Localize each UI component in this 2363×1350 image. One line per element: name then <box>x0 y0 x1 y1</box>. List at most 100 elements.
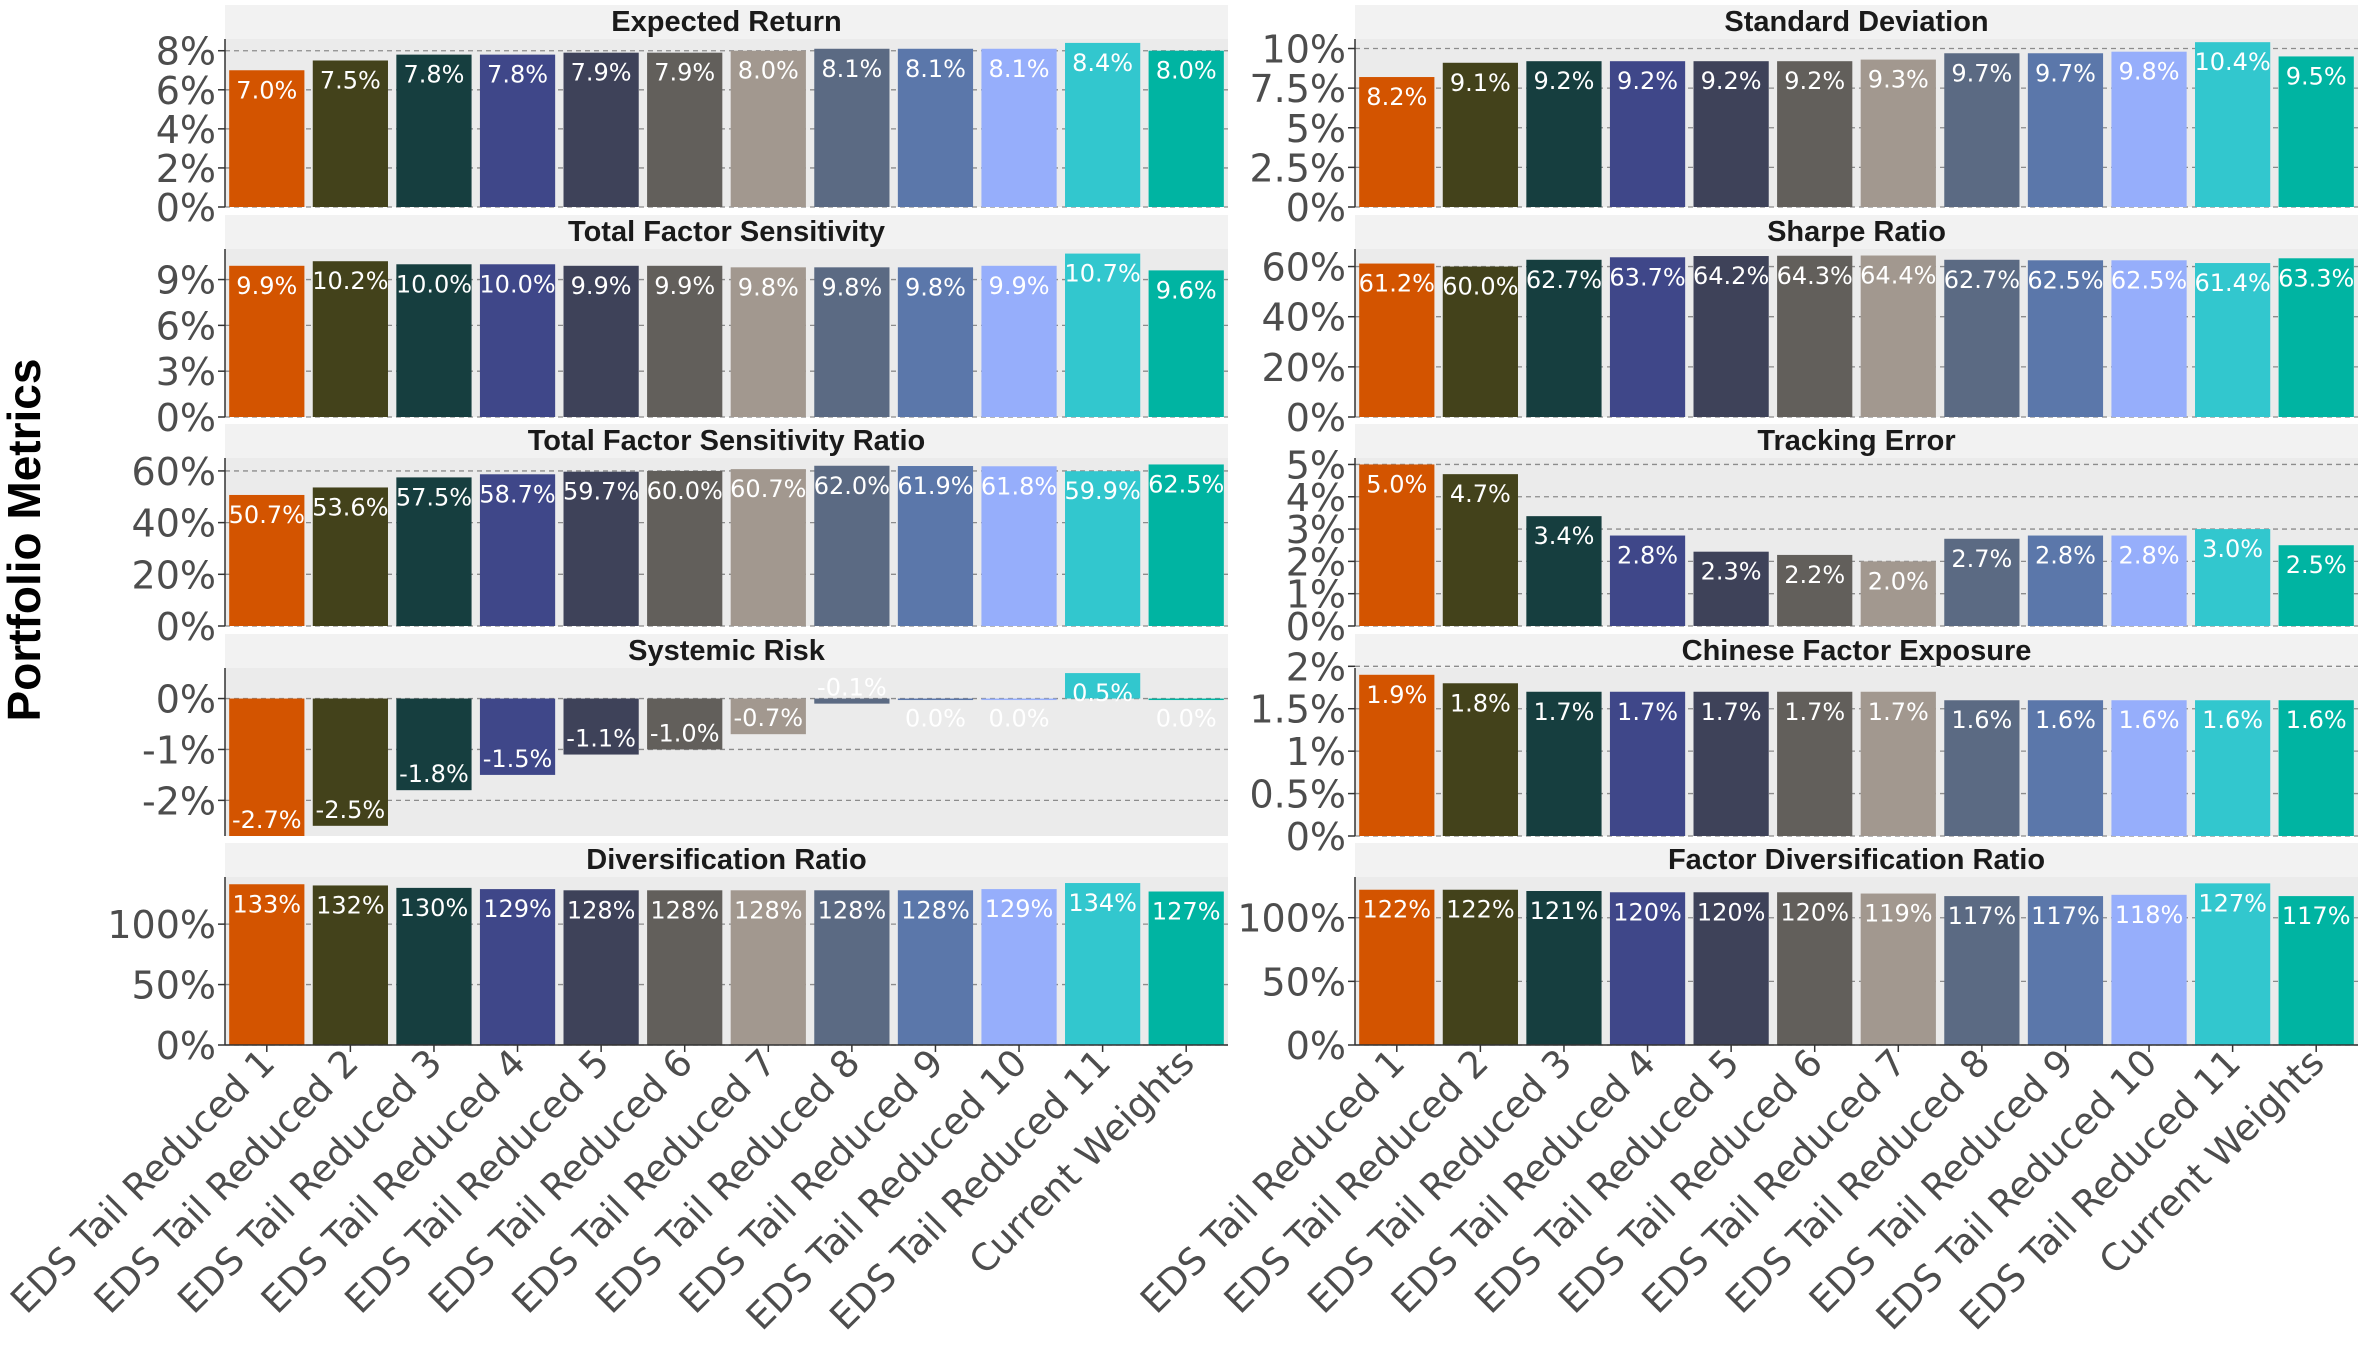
bar-eds-tail-reduced-1 <box>1359 889 1435 1045</box>
bar-eds-tail-reduced-4 <box>1609 892 1686 1045</box>
bar-data-label: 10.0% <box>396 270 472 298</box>
bar-data-label: 9.8% <box>2119 58 2180 86</box>
bar-eds-tail-reduced-6 <box>647 265 723 417</box>
bar-eds-tail-reduced-10 <box>2111 700 2187 836</box>
bar-data-label: 10.2% <box>312 267 388 295</box>
y-tick-label: 0% <box>156 605 216 649</box>
y-tick-label: 1.5% <box>1249 688 1346 732</box>
bar-data-label: 130% <box>400 894 469 922</box>
panel-strip <box>1355 634 2358 668</box>
bar-eds-tail-reduced-10 <box>981 265 1057 417</box>
bar-eds-tail-reduced-3 <box>396 264 472 417</box>
y-tick-label: 6% <box>156 304 216 348</box>
bar-eds-tail-reduced-9 <box>2027 53 2104 207</box>
bar-eds-tail-reduced-7 <box>1860 691 1936 836</box>
bar-data-label: 3.4% <box>1533 522 1594 550</box>
bar-data-label: -2.7% <box>232 806 302 834</box>
y-tick-label: 3% <box>156 350 216 394</box>
bar-data-label: 62.5% <box>2111 266 2187 294</box>
y-tick-label: 0% <box>156 678 216 722</box>
bar-eds-tail-reduced-3 <box>396 887 472 1045</box>
bar-eds-tail-reduced-8 <box>814 890 890 1045</box>
bar-eds-tail-reduced-3 <box>1526 516 1602 626</box>
y-tick-label: 4% <box>156 108 216 152</box>
y-tick-label: 50% <box>1262 960 1346 1004</box>
bar-eds-tail-reduced-10 <box>2111 535 2187 626</box>
bar-eds-tail-reduced-3 <box>396 477 472 626</box>
bar-eds-tail-reduced-9 <box>897 698 974 701</box>
bar-eds-tail-reduced-4 <box>1609 691 1686 836</box>
bar-data-label: 59.9% <box>1065 477 1141 505</box>
bar-data-label: -1.0% <box>650 719 720 747</box>
panel-strip <box>1355 5 2358 39</box>
bar-data-label: 8.4% <box>1072 49 1133 77</box>
bar-data-label: 62.0% <box>814 472 890 500</box>
bar-data-label: 117% <box>1948 902 2017 930</box>
bar-data-label: 8.0% <box>1156 57 1217 85</box>
bar-eds-tail-reduced-8 <box>814 267 890 417</box>
bar-data-label: 10.4% <box>2195 48 2271 76</box>
bar-data-label: 64.2% <box>1693 262 1769 290</box>
bar-current-weights <box>2278 700 2354 836</box>
bar-data-label: 8.2% <box>1366 83 1427 111</box>
bar-eds-tail-reduced-3 <box>1526 691 1602 836</box>
bar-eds-tail-reduced-2 <box>312 698 388 826</box>
y-tick-label: 50% <box>132 964 216 1008</box>
bar-current-weights <box>2278 545 2354 626</box>
bar-eds-tail-reduced-8 <box>1944 53 2020 207</box>
panel-background <box>1355 877 2358 1045</box>
bar-data-label: 9.2% <box>1617 67 1678 95</box>
panel-standard-deviation: Standard Deviation 0%2.5%5%7.5%10% 8.2% 9.1… <box>1249 5 2358 230</box>
bar-data-label: 128% <box>901 896 970 924</box>
bar-eds-tail-reduced-3 <box>1526 61 1602 208</box>
bar-eds-tail-reduced-10 <box>2111 51 2187 207</box>
panel-title: Total Factor Sensitivity <box>568 216 885 248</box>
panel-background <box>1355 39 2358 207</box>
bar-eds-tail-reduced-8 <box>1944 700 2020 836</box>
panel-strip <box>1355 424 2358 458</box>
bar-data-label: 1.6% <box>2119 706 2180 734</box>
bar-eds-tail-reduced-8 <box>1944 896 2020 1045</box>
bar-eds-tail-reduced-11 <box>2195 42 2271 207</box>
bar-data-label: 10.7% <box>1065 260 1141 288</box>
bar-data-label: 61.8% <box>981 472 1057 500</box>
bar-eds-tail-reduced-6 <box>1777 255 1853 417</box>
bar-eds-tail-reduced-11 <box>2195 529 2271 626</box>
bar-data-label: 8.0% <box>738 57 799 85</box>
bar-data-label: 2.8% <box>2035 542 2096 570</box>
bar-data-label: 127% <box>1152 898 1221 926</box>
bar-current-weights <box>1148 464 1224 626</box>
panel-tracking-error: Tracking Error 0%1%2%3%4%5% 5.0% 4.7% 3.4% 2.… <box>1286 424 2358 649</box>
bar-eds-tail-reduced-2 <box>312 60 388 207</box>
bar-data-label: -0.1% <box>817 674 887 702</box>
panel-title: Sharpe Ratio <box>1767 216 1946 248</box>
bar-data-label: 129% <box>483 895 552 923</box>
bar-eds-tail-reduced-2 <box>1442 683 1518 836</box>
panel-systemic-risk: Systemic Risk -2% -1% 0% -2.7% -2.5% -1.8% -1.5… <box>142 634 1228 836</box>
panel-background <box>225 668 1228 836</box>
bar-data-label: 4.7% <box>1450 480 1511 508</box>
y-tick-label: 10% <box>1262 28 1346 72</box>
bar-eds-tail-reduced-4 <box>1609 257 1686 417</box>
bar-eds-tail-reduced-5 <box>563 265 639 417</box>
y-tick-label: 0.5% <box>1249 773 1346 817</box>
bar-eds-tail-reduced-7 <box>1860 561 1936 626</box>
panel-factor-diversification-ratio: Factor Diversification Ratio 0% 50% 100% 122… <box>1237 843 2358 1068</box>
bar-data-label: 2.8% <box>1617 542 1678 570</box>
bar-data-label: 7.5% <box>320 66 381 94</box>
bar-data-label: 58.7% <box>479 480 555 508</box>
bar-eds-tail-reduced-6 <box>1777 61 1853 208</box>
panel-background <box>225 249 1228 417</box>
bar-data-label: 61.9% <box>897 472 973 500</box>
bar-data-label: 2.7% <box>1951 545 2012 573</box>
bar-eds-tail-reduced-2 <box>312 487 388 626</box>
bar-data-label: 9.6% <box>1156 276 1217 304</box>
y-tick-label: -1% <box>142 728 216 772</box>
bar-data-label: 9.7% <box>1951 59 2012 87</box>
bar-data-label: 1.6% <box>2286 706 2347 734</box>
y-tick-label: 0% <box>156 186 216 230</box>
bar-data-label: -2.5% <box>316 796 386 824</box>
panel-diversification-ratio: Diversification Ratio 0% 50% 100% 133% 132% 13… <box>107 843 1228 1068</box>
